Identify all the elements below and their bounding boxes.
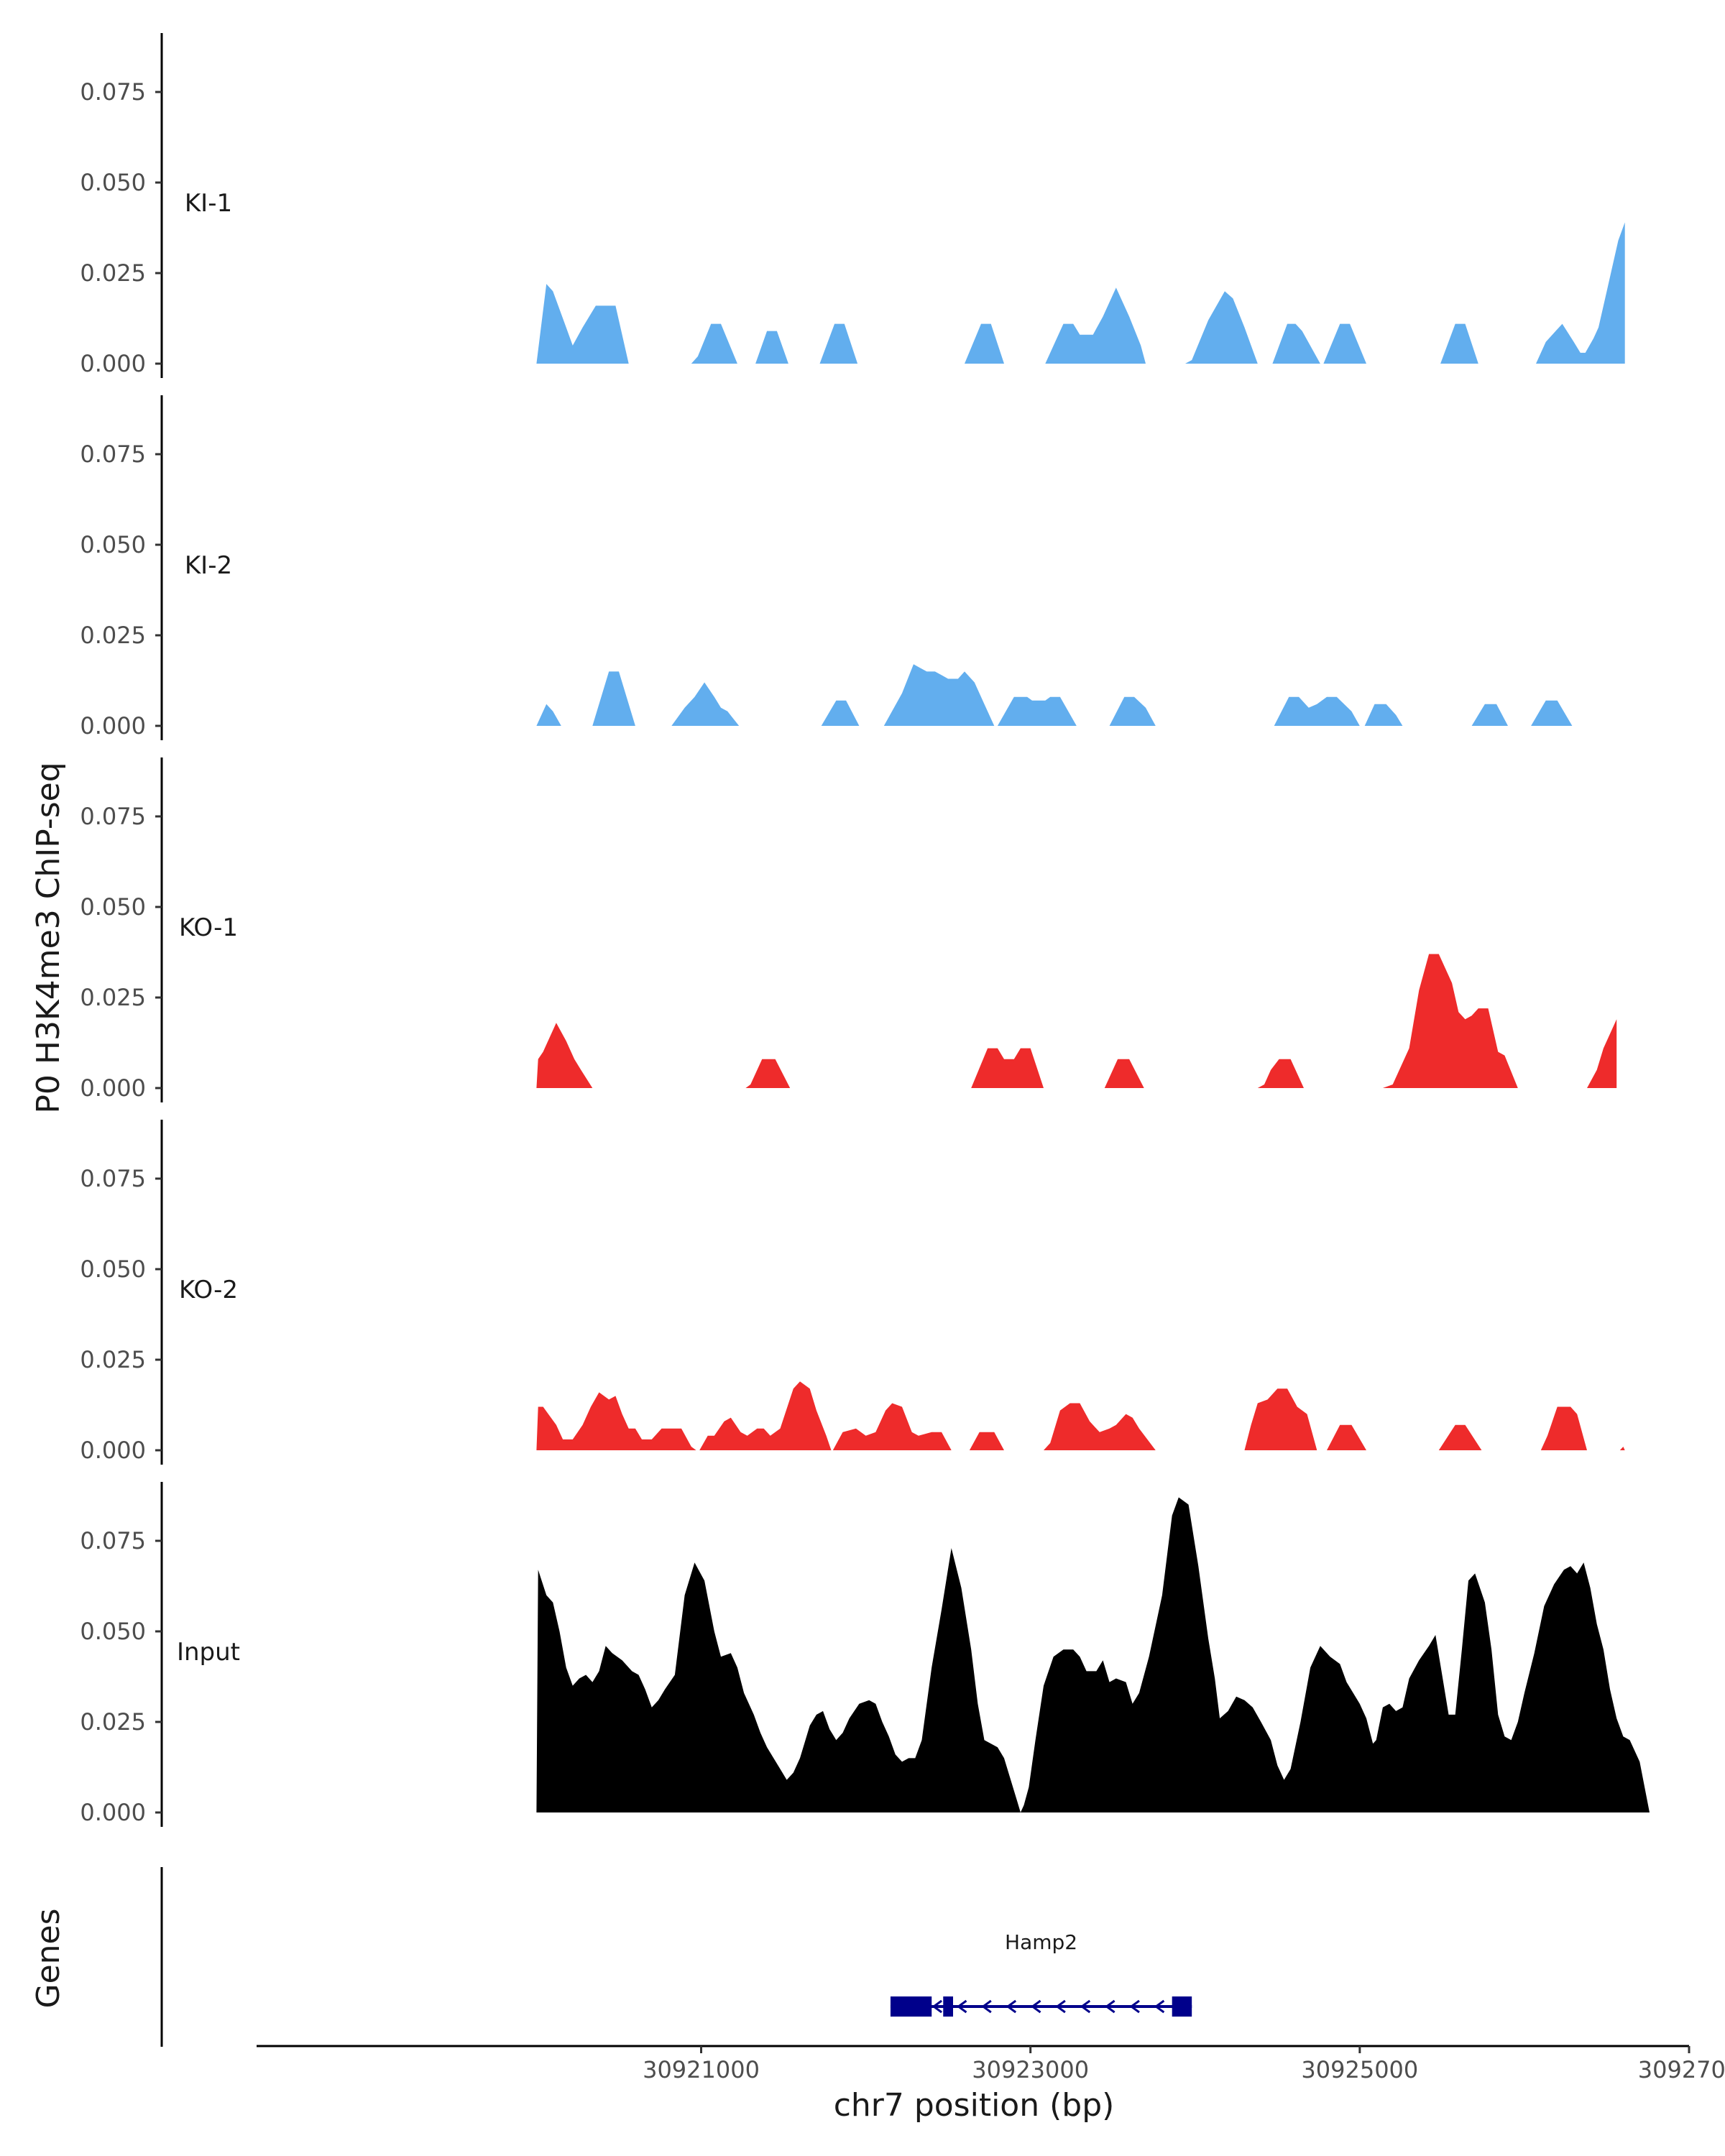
- y-tick-label: 0.075: [80, 1527, 146, 1554]
- y-tick-label: 0.025: [80, 622, 146, 649]
- track-panels: 0.0000.0250.0500.075KI-10.0000.0250.0500…: [80, 33, 1650, 1827]
- strand-arrow: [981, 1999, 992, 2014]
- y-tick-label: 0.000: [80, 1074, 146, 1102]
- y-axis-title: P0 H3K4me3 ChIP-seq: [30, 762, 67, 1113]
- signal-area-ki-1: [536, 222, 1625, 364]
- strand-arrow: [1105, 1999, 1116, 2014]
- y-tick-label: 0.050: [80, 1256, 146, 1283]
- x-tick-label: 30923000: [972, 2056, 1089, 2083]
- track-label: KO-1: [179, 913, 238, 942]
- x-axis: 30921000 30923000 30925000 3092700: [257, 2045, 1725, 2083]
- strand-arrow: [1031, 1999, 1041, 2014]
- y-tick-label: 0.025: [80, 1708, 146, 1736]
- signal-area-ki-2: [536, 664, 1573, 726]
- panel-input: 0.000 0.025 0.050 0.075 Input: [80, 1482, 1650, 1827]
- panel-ko-1: 0.000 0.025 0.050 0.075 KO-1: [80, 757, 1617, 1102]
- y-tick-label: 0.075: [80, 441, 146, 468]
- x-tick-label: 30925000: [1301, 2056, 1418, 2083]
- strand-arrow: [1129, 1999, 1140, 2014]
- signal-area-ko-1: [536, 954, 1617, 1088]
- strand-arrow: [1055, 1999, 1066, 2014]
- y-tick-label: 0.025: [80, 259, 146, 287]
- y-tick-label: 0.075: [80, 1165, 146, 1192]
- track-label: Input: [177, 1638, 240, 1667]
- gene-track: Hamp2: [160, 1867, 1192, 2047]
- y-tick-label: 0.050: [80, 169, 146, 196]
- gene-name-label: Hamp2: [1005, 1930, 1077, 1954]
- panel-ko-2: 0.000 0.025 0.050 0.075 KO-2: [80, 1120, 1625, 1465]
- y-tick-label: 0.075: [80, 78, 146, 106]
- strand-arrow: [1006, 1999, 1017, 2014]
- x-tick-label: 30921000: [643, 2056, 760, 2083]
- genes-track-title: Genes: [30, 1908, 67, 2008]
- y-tick-label: 0.025: [80, 1346, 146, 1373]
- panel-ki-2: 0.000 0.025 0.050 0.075 KI-2: [80, 395, 1573, 740]
- signal-area-ko-2: [536, 1381, 1625, 1450]
- y-tick-label: 0.050: [80, 1618, 146, 1645]
- strand-arrow: [956, 1999, 967, 2014]
- strand-arrow: [1080, 1999, 1091, 2014]
- track-label: KI-1: [185, 189, 232, 218]
- strand-arrow: [932, 1999, 942, 2014]
- y-tick-label: 0.000: [80, 350, 146, 377]
- x-axis-title: chr7 position (bp): [834, 2087, 1115, 2124]
- track-label: KO-2: [179, 1276, 238, 1304]
- gene-exon: [1172, 1996, 1192, 2017]
- y-tick-label: 0.075: [80, 803, 146, 830]
- y-tick-label: 0.050: [80, 531, 146, 558]
- panel-ki-1: 0.000 0.025 0.050 0.075 KI-1: [80, 33, 1625, 378]
- y-tick-label: 0.025: [80, 984, 146, 1011]
- strand-arrow: [1154, 1999, 1165, 2014]
- track-label: KI-2: [185, 551, 232, 580]
- y-tick-label: 0.000: [80, 1437, 146, 1464]
- x-tick-label: 3092700: [1638, 2056, 1725, 2083]
- y-tick-label: 0.050: [80, 893, 146, 921]
- y-tick-label: 0.000: [80, 712, 146, 740]
- gene-exon: [890, 1996, 932, 2017]
- gene-exon: [943, 1996, 954, 2017]
- y-tick-label: 0.000: [80, 1799, 146, 1826]
- signal-area-input: [536, 1497, 1650, 1812]
